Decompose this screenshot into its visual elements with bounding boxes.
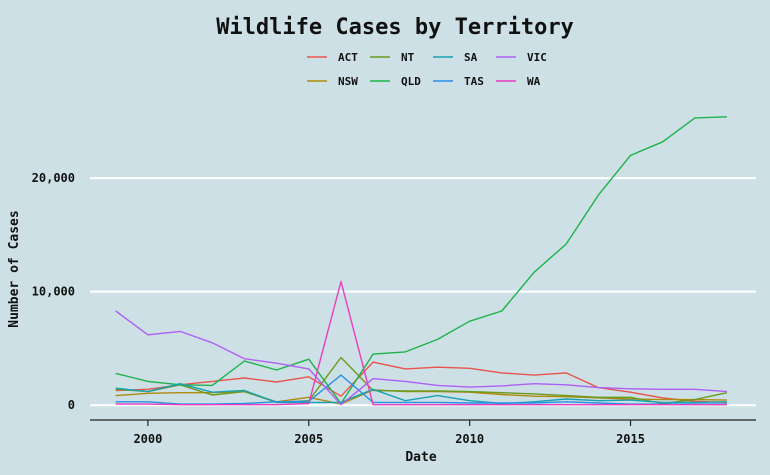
y-tick-label: 0	[68, 398, 75, 412]
legend: ACT NSW NT QLD SA TAS VIC WA	[307, 51, 547, 88]
legend-label: VIC	[527, 51, 547, 64]
legend-item-act: ACT	[307, 51, 358, 64]
legend-label: ACT	[338, 51, 358, 64]
chart-title: Wildlife Cases by Territory	[216, 15, 574, 40]
x-tick-label: 2015	[616, 432, 645, 446]
legend-item-nsw: NSW	[307, 75, 358, 88]
legend-item-qld: QLD	[370, 75, 421, 88]
axes	[90, 419, 756, 426]
gridlines	[90, 177, 756, 407]
legend-item-nt: NT	[370, 51, 415, 64]
x-tick-label: 2005	[294, 432, 323, 446]
x-tick-label: 2010	[455, 432, 484, 446]
series-line-sa	[115, 383, 728, 405]
y-axis-title: Number of Cases	[7, 210, 22, 327]
series-line-act	[115, 361, 728, 404]
y-tick-label: 20,000	[32, 171, 75, 185]
series-lines	[115, 116, 728, 406]
x-axis-title: Date	[405, 450, 436, 465]
legend-label: SA	[464, 51, 478, 64]
legend-label: NT	[401, 51, 415, 64]
y-tick-labels: 0 10,000 20,000	[32, 171, 75, 412]
legend-label: WA	[527, 75, 541, 88]
x-tick-label: 2000	[133, 432, 162, 446]
series-line-qld	[115, 116, 728, 405]
legend-item-sa: SA	[433, 51, 478, 64]
legend-label: QLD	[401, 75, 421, 88]
legend-item-tas: TAS	[433, 75, 484, 88]
series-line-vic	[115, 310, 728, 406]
x-tick-labels: 2000 2005 2010 2015	[133, 432, 645, 446]
legend-label: TAS	[464, 75, 484, 88]
series-line-wa	[115, 280, 727, 406]
legend-label: NSW	[338, 75, 358, 88]
y-tick-label: 10,000	[32, 285, 75, 299]
legend-item-vic: VIC	[496, 51, 547, 64]
legend-item-wa: WA	[496, 75, 541, 88]
series-line-nt	[115, 356, 728, 405]
